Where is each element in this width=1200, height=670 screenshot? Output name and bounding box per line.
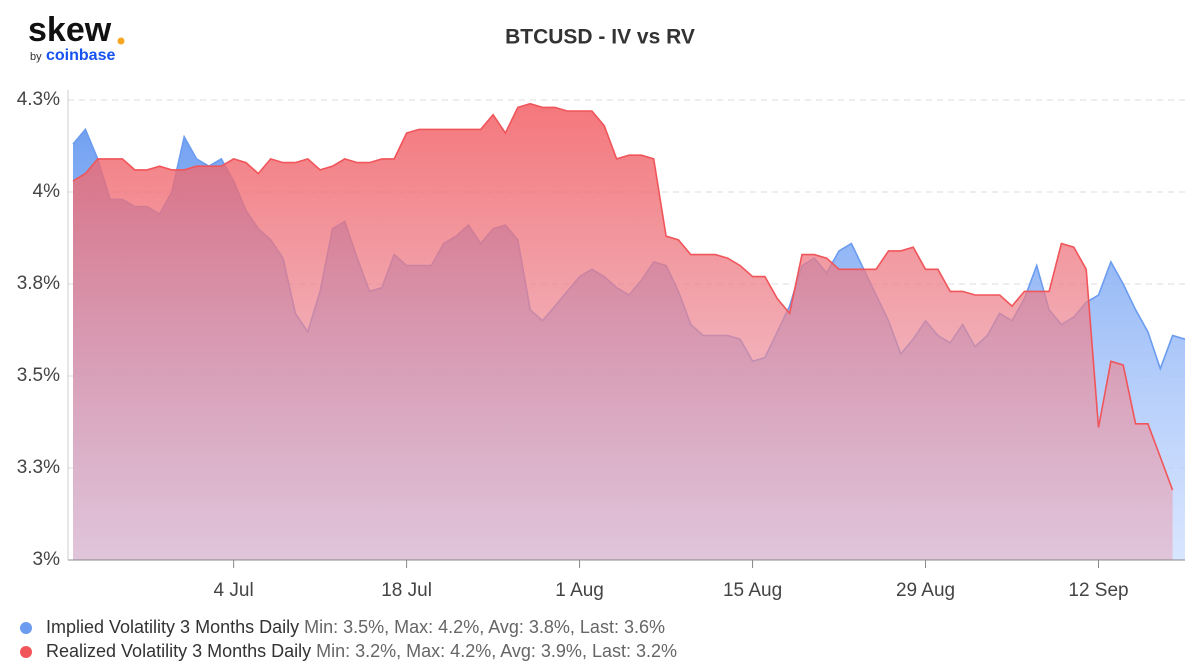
x-tick-label: 15 Aug (723, 580, 782, 601)
legend-name: Realized Volatility 3 Months Daily (46, 641, 311, 661)
logo: skew by coinbase (28, 11, 125, 64)
y-tick-label: 4.3% (17, 89, 60, 110)
legend: Implied Volatility 3 Months Daily Min: 3… (20, 617, 677, 661)
legend-entry: Realized Volatility 3 Months Daily Min: … (46, 641, 677, 661)
y-tick-label: 3.3% (17, 457, 60, 478)
y-tick-label: 3% (33, 549, 61, 570)
legend-dot (20, 622, 32, 634)
chart-title: BTCUSD - IV vs RV (505, 26, 695, 49)
x-tick-label: 1 Aug (555, 580, 604, 601)
x-tick-label: 4 Jul (214, 580, 254, 601)
logo-by: by (30, 51, 42, 63)
y-tick-label: 3.5% (17, 365, 60, 386)
legend-name: Implied Volatility 3 Months Daily (46, 617, 299, 637)
x-tick-label: 12 Sep (1068, 580, 1128, 601)
area (73, 103, 1173, 560)
line (72, 102, 1174, 491)
plot-area: 3% 3.3% 3.5% 3.8% 4% 4.3% 4 Jul 18 Jul 1 Aug 15 A… (17, 89, 1186, 601)
logo-name: skew (28, 11, 112, 49)
y-tick-label: 3.8% (17, 273, 60, 294)
y-tick-label: 4% (33, 181, 61, 202)
legend-dot (20, 646, 32, 658)
legend-stats: Min: 3.5%, Max: 4.2%, Avg: 3.8%, Last: 3… (304, 617, 665, 637)
logo-brand: coinbase (46, 47, 115, 64)
logo-dot (117, 37, 125, 45)
legend-stats: Min: 3.2%, Max: 4.2%, Avg: 3.9%, Last: 3… (316, 641, 677, 661)
legend-entry: Implied Volatility 3 Months Daily Min: 3… (46, 617, 665, 637)
x-tick-label: 29 Aug (896, 580, 955, 601)
x-tick-label: 18 Jul (381, 580, 432, 601)
